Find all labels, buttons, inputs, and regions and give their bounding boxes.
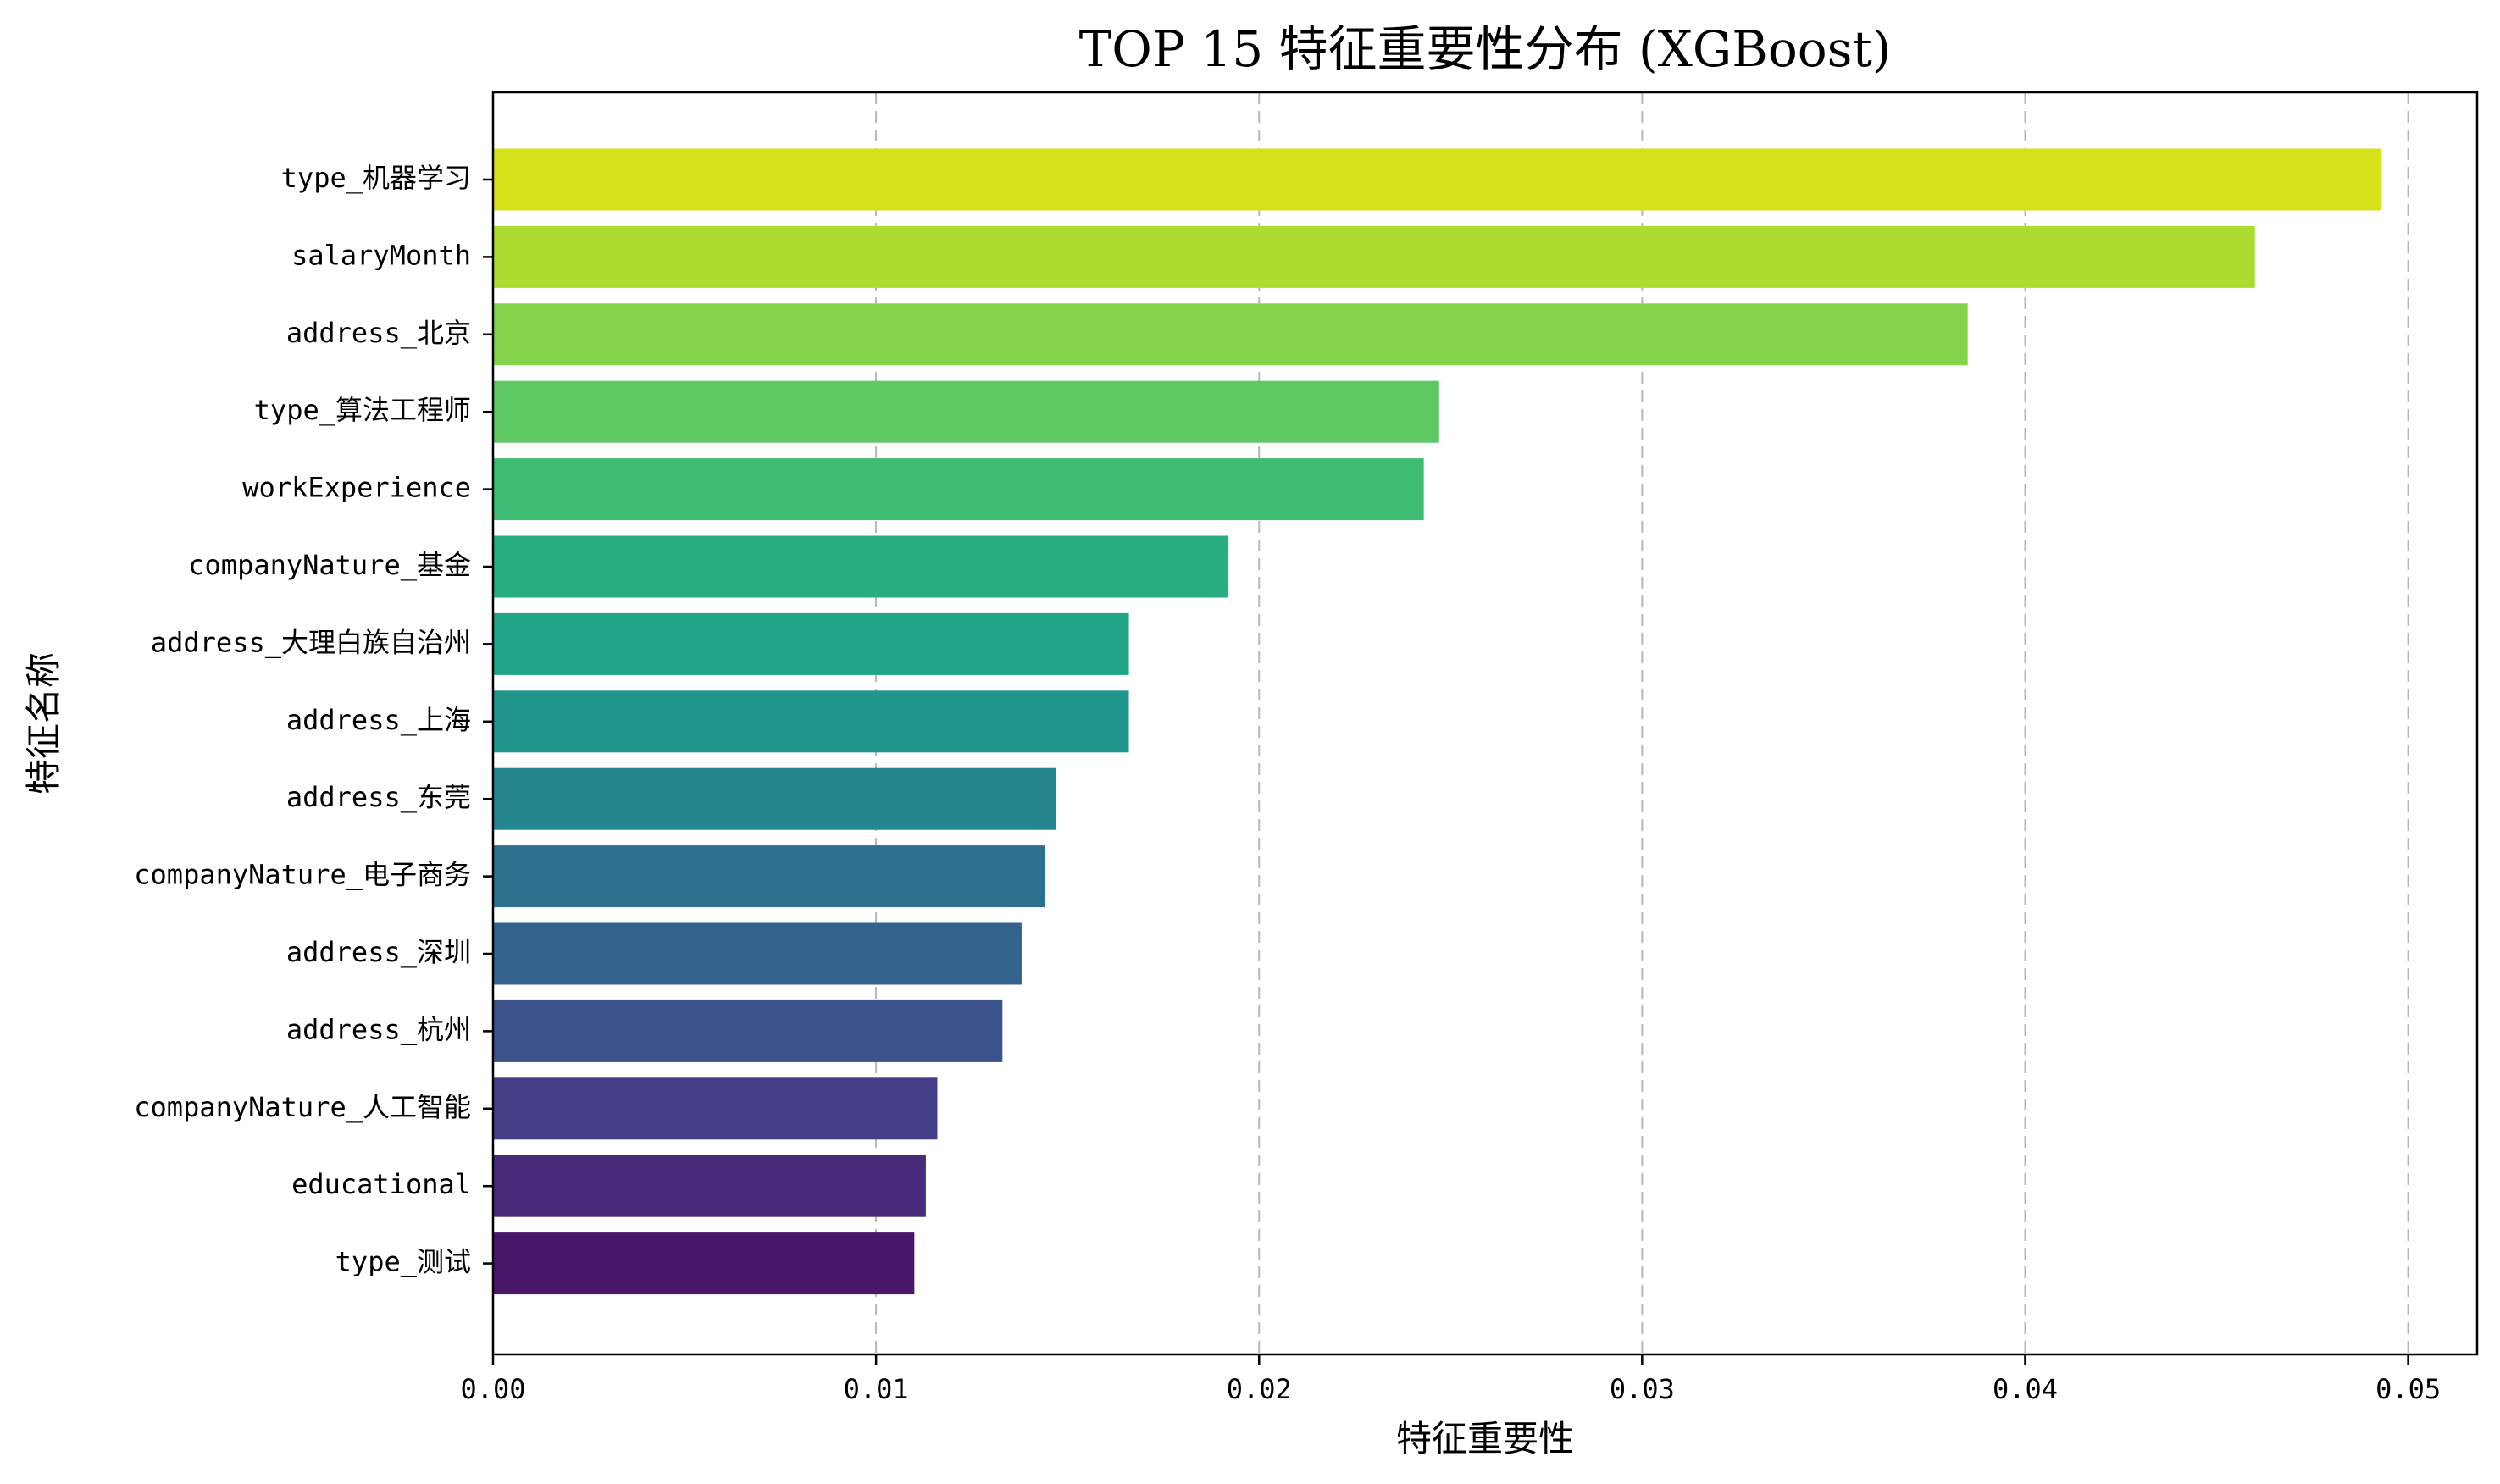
bar-12 (493, 1077, 938, 1140)
bar-10 (493, 922, 1022, 985)
bar-3 (493, 380, 1439, 443)
category-label-9: companyNature_电子商务 (134, 859, 471, 891)
gridlines (875, 92, 2409, 1354)
bars (493, 148, 2381, 1295)
category-label-2: address_北京 (286, 317, 471, 349)
category-label-13: educational (291, 1168, 471, 1200)
category-label-7: address_上海 (286, 704, 471, 736)
bar-8 (493, 767, 1056, 830)
plot-frame (491, 91, 2479, 1356)
category-label-6: address_大理白族自治州 (151, 626, 471, 658)
category-label-10: address_深圳 (286, 936, 471, 968)
category-label-14: type_测试 (335, 1246, 471, 1278)
x-tick-label-5: 0.05 (2375, 1373, 2441, 1405)
category-label-3: type_算法工程师 (254, 394, 471, 426)
x-tick-label-2: 0.02 (1227, 1373, 1292, 1405)
bar-5 (493, 535, 1229, 598)
y-axis-ticks: type_机器学习 salaryMonth address_北京 type_算法工程师… (134, 162, 493, 1278)
bar-6 (493, 612, 1129, 675)
category-label-1: salaryMonth (291, 239, 471, 271)
x-tick-label-1: 0.01 (844, 1373, 909, 1405)
y-axis-label: 特征名称 (23, 652, 64, 795)
category-label-8: address_东莞 (286, 781, 471, 813)
bar-11 (493, 999, 1003, 1062)
bar-14 (493, 1232, 915, 1295)
chart-title: TOP 15 特征重要性分布 (XGBoost) (1079, 20, 1892, 78)
category-label-12: companyNature_人工智能 (134, 1091, 471, 1123)
x-tick-label-3: 0.03 (1610, 1373, 1675, 1405)
x-tick-label-0: 0.00 (460, 1373, 525, 1405)
category-label-5: companyNature_基金 (188, 549, 471, 581)
bar-7 (493, 690, 1129, 753)
x-tick-label-4: 0.04 (1993, 1373, 2058, 1405)
bar-1 (493, 225, 2255, 288)
category-label-0: type_机器学习 (281, 162, 471, 194)
x-axis-ticks: 0.00 0.01 0.02 0.03 0.04 0.05 (460, 1354, 2441, 1405)
bar-13 (493, 1155, 926, 1217)
bar-4 (493, 458, 1424, 521)
x-axis-label: 特征重要性 (1396, 1418, 1574, 1459)
bar-0 (493, 148, 2381, 211)
bar-9 (493, 845, 1045, 908)
category-label-4: workExperience (242, 472, 471, 504)
category-label-11: address_杭州 (286, 1013, 471, 1045)
bar-2 (493, 303, 1968, 366)
